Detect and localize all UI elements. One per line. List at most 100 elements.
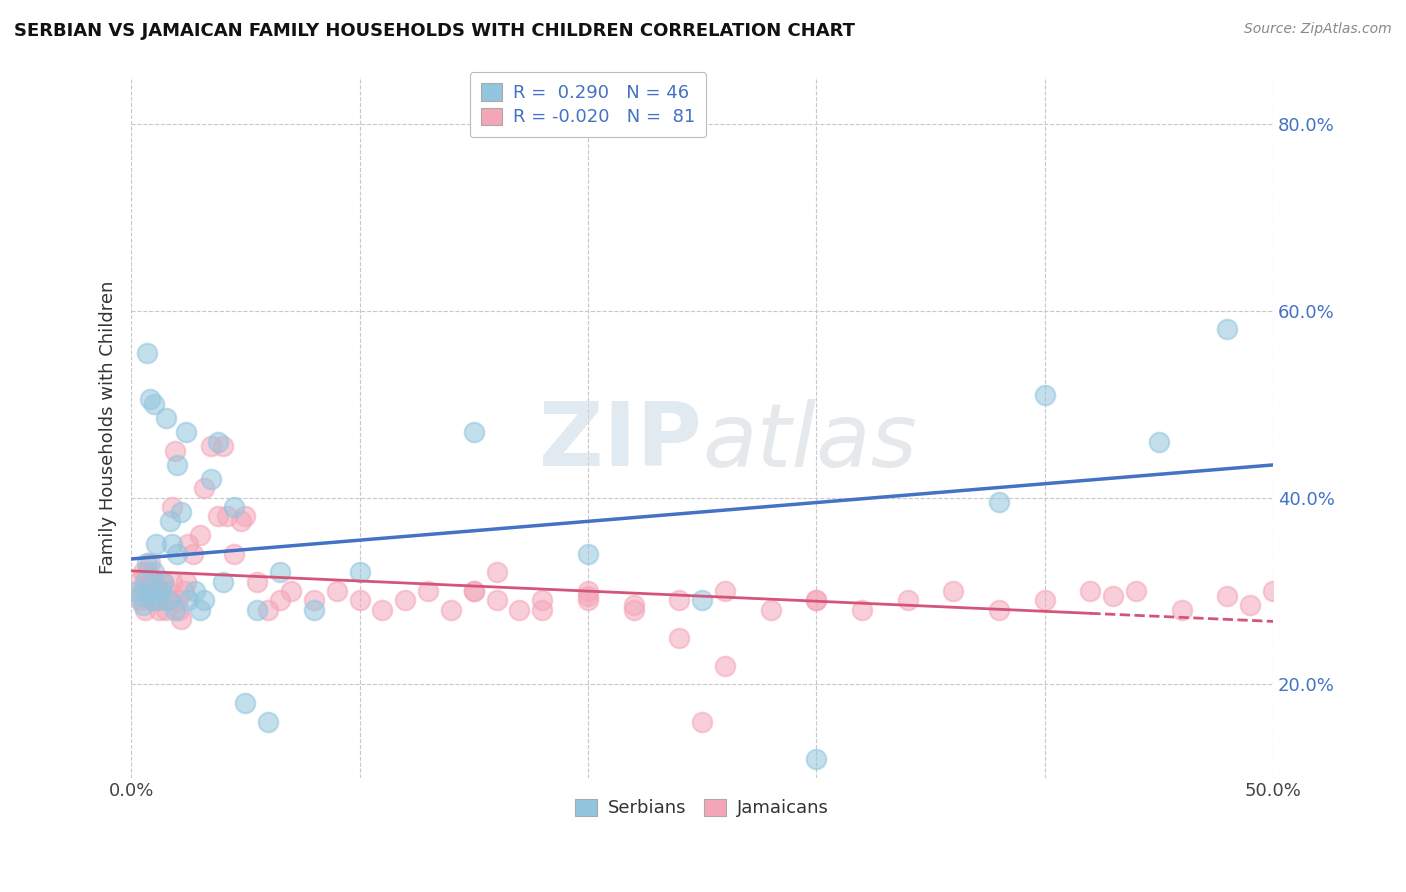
Point (942, 583, 965, 598)
Point (211, 574, 233, 589)
Point (193, 593, 215, 607)
Point (174, 425, 197, 439)
Point (143, 583, 166, 598)
Point (1261, 583, 1284, 598)
Point (170, 504, 193, 518)
Point (1033, 593, 1056, 607)
Point (1216, 589, 1239, 603)
Point (159, 593, 181, 607)
Point (156, 593, 179, 607)
Point (280, 583, 302, 598)
Point (131, 583, 153, 598)
Point (1216, 322, 1239, 336)
Point (143, 397, 166, 411)
Point (200, 439, 222, 453)
Point (143, 574, 166, 589)
Point (897, 593, 920, 607)
Point (463, 425, 485, 439)
Point (166, 593, 188, 607)
Point (806, 593, 828, 607)
Point (170, 612, 193, 626)
Point (714, 583, 737, 598)
Point (394, 593, 416, 607)
Point (1147, 434, 1170, 449)
Y-axis label: Family Households with Children: Family Households with Children (100, 281, 117, 574)
Text: Source: ZipAtlas.com: Source: ZipAtlas.com (1244, 22, 1392, 37)
Point (181, 547, 204, 561)
Point (806, 752, 828, 766)
Point (200, 472, 222, 486)
Point (129, 589, 152, 603)
Point (148, 593, 170, 607)
Point (149, 583, 172, 598)
Point (222, 500, 245, 514)
Point (188, 602, 211, 616)
Point (576, 589, 599, 603)
Point (145, 537, 167, 551)
Point (463, 583, 485, 598)
Point (184, 583, 207, 598)
Point (623, 602, 645, 616)
Point (576, 547, 599, 561)
Point (141, 593, 163, 607)
Point (269, 593, 291, 607)
Point (174, 574, 197, 589)
Point (269, 565, 291, 579)
Legend: Serbians, Jamaicans: Serbians, Jamaicans (568, 791, 837, 824)
Point (136, 565, 159, 579)
Point (163, 443, 186, 458)
Point (623, 598, 645, 612)
Point (207, 509, 229, 524)
Point (159, 514, 181, 528)
Point (138, 583, 160, 598)
Point (851, 602, 873, 616)
Point (440, 602, 463, 616)
Point (235, 509, 257, 524)
Point (690, 714, 713, 729)
Point (152, 574, 174, 589)
Point (988, 602, 1011, 616)
Point (759, 602, 782, 616)
Point (127, 583, 149, 598)
Point (988, 495, 1011, 509)
Point (167, 602, 190, 616)
Point (129, 593, 152, 607)
Point (177, 537, 200, 551)
Point (371, 602, 394, 616)
Point (193, 481, 215, 495)
Point (127, 574, 149, 589)
Point (531, 602, 554, 616)
Point (1239, 598, 1261, 612)
Point (1078, 583, 1101, 598)
Point (576, 583, 599, 598)
Point (217, 509, 239, 524)
Point (463, 583, 485, 598)
Point (145, 593, 167, 607)
Point (162, 500, 184, 514)
Point (134, 602, 156, 616)
Point (246, 574, 269, 589)
Point (257, 602, 280, 616)
Point (136, 583, 159, 598)
Point (131, 565, 153, 579)
Point (136, 346, 159, 360)
Point (257, 714, 280, 729)
Point (668, 631, 690, 645)
Point (302, 602, 325, 616)
Point (1033, 388, 1056, 402)
Point (1102, 589, 1125, 603)
Point (508, 602, 530, 616)
Point (141, 593, 163, 607)
Point (302, 593, 325, 607)
Point (155, 411, 177, 425)
Point (668, 593, 690, 607)
Point (131, 598, 153, 612)
Point (166, 547, 188, 561)
Text: ZIP: ZIP (540, 398, 702, 485)
Point (222, 547, 245, 561)
Point (162, 537, 184, 551)
Point (138, 574, 160, 589)
Point (155, 602, 177, 616)
Point (207, 434, 229, 449)
Point (134, 574, 156, 589)
